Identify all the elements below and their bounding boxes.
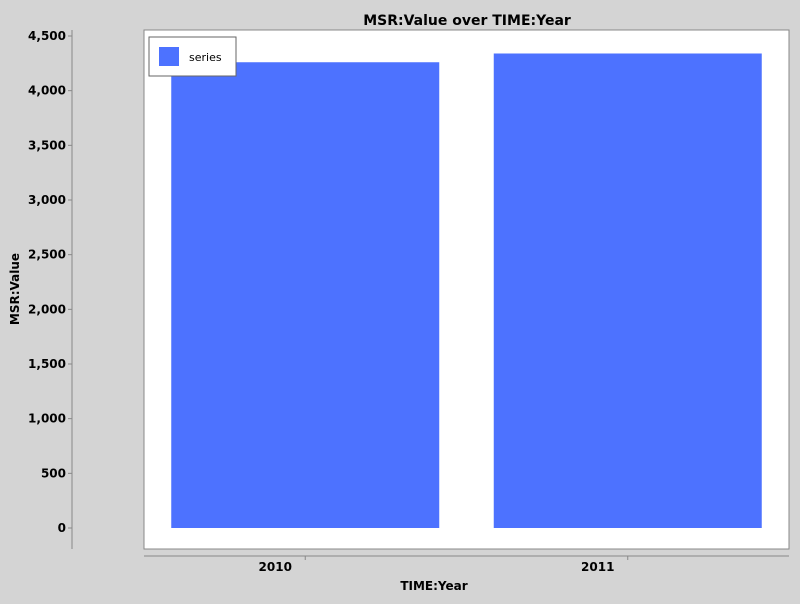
bar-2011: [493, 53, 762, 528]
x-tick-label: 2011: [581, 560, 614, 574]
y-tick-label: 2,500: [28, 248, 66, 262]
y-axis-label: MSR:Value: [8, 253, 22, 325]
y-tick-label: 2,000: [28, 302, 66, 316]
bar-2010: [171, 62, 440, 529]
y-tick-label: 4,000: [28, 84, 66, 98]
y-tick-label: 3,000: [28, 193, 66, 207]
legend-swatch: [159, 47, 179, 66]
legend-label: series: [189, 51, 222, 64]
legend: series: [148, 36, 237, 77]
y-axis: 0 500 1,000 1,500 2,000 2,500 3,000 3,500 4,000 4…: [28, 29, 73, 549]
chart-title: MSR:Value over TIME:Year: [363, 13, 571, 29]
y-tick-label: 0: [58, 521, 66, 535]
x-tick-label: 2010: [259, 560, 292, 574]
x-axis: 2010 2011: [144, 555, 789, 574]
y-tick-label: 1,000: [28, 412, 66, 426]
y-tick-label: 3,500: [28, 138, 66, 152]
y-tick-label: 1,500: [28, 357, 66, 371]
x-axis-label: TIME:Year: [400, 579, 467, 593]
y-tick-label: 500: [41, 466, 66, 480]
bars-group: [171, 53, 762, 529]
y-tick-label: 4,500: [28, 29, 66, 43]
